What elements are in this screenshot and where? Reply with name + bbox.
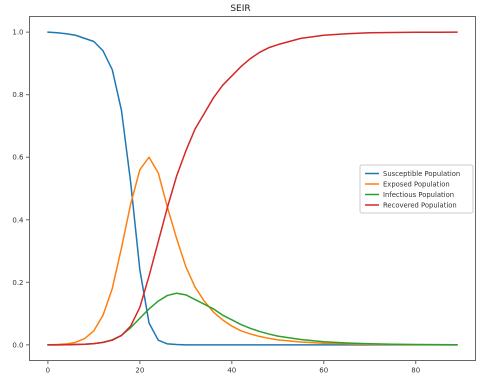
legend: Susceptible Population Exposed Population… xyxy=(359,164,474,214)
x-tick-label: 20 xyxy=(135,367,144,375)
y-tick-label: 0.8 xyxy=(12,91,23,99)
x-tick-label: 0 xyxy=(46,367,50,375)
y-tick-label: 0.2 xyxy=(12,279,23,287)
y-axis: 0.0 0.2 0.4 0.6 0.8 1.0 xyxy=(12,29,30,349)
infectious-population-legend-label: Infectious Population xyxy=(383,191,454,199)
y-tick-label: 0.6 xyxy=(12,154,24,162)
series-lines xyxy=(47,31,458,346)
x-tick-label: 80 xyxy=(411,367,420,375)
chart-title: SEIR xyxy=(230,4,250,14)
y-tick-label: 0.0 xyxy=(12,341,23,349)
exposed-population-line xyxy=(47,156,458,346)
susceptible-population-line xyxy=(47,31,458,346)
y-tick-label: 0.4 xyxy=(12,216,24,224)
plot-frame xyxy=(29,16,476,361)
exposed-population-legend-label: Exposed Population xyxy=(383,181,450,189)
x-axis: 0 20 40 60 80 xyxy=(46,360,420,375)
recovered-population-legend-label: Recovered Population xyxy=(383,202,457,210)
infectious-population-line xyxy=(47,292,458,346)
legend-box xyxy=(359,164,474,214)
x-tick-label: 60 xyxy=(319,367,328,375)
susceptible-population-legend-label: Susceptible Population xyxy=(383,170,460,178)
y-tick-label: 1.0 xyxy=(12,29,23,37)
x-tick-label: 40 xyxy=(227,367,236,375)
recovered-population-line xyxy=(47,31,458,346)
